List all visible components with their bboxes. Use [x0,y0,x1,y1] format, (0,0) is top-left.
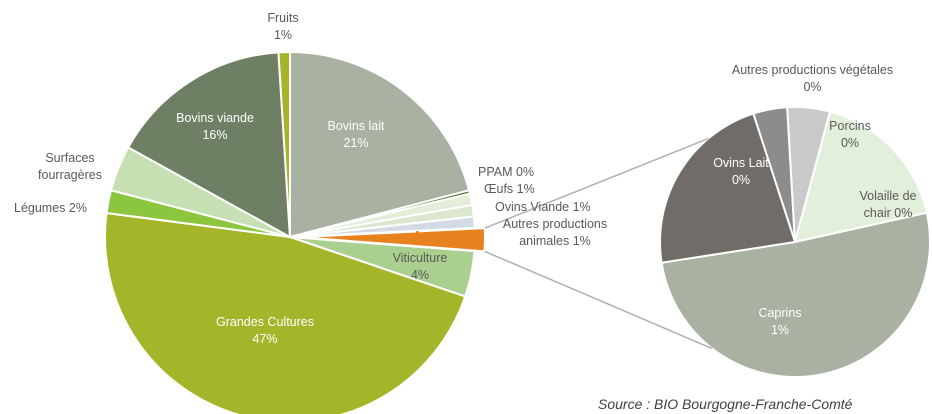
slice-label: Surfaces fourragères [20,150,120,184]
connector [484,137,709,229]
slice-name: Surfaces fourragères [38,151,102,182]
slice-value: 0% [803,80,822,94]
slice-label: Viticulture 4% [380,250,460,284]
pie-slice [299,227,486,253]
slice-label: Légumes 2% [0,200,87,217]
slice-label: Autre 2% [413,228,483,245]
slice-name: Viticulture [392,251,448,265]
slice-label: Grandes Cultures 47% [205,314,325,348]
slice-label: Ovins Viande 1% [495,199,625,216]
slice-value: 4% [410,268,430,282]
slice-value: 2% [68,201,87,215]
slice-label: Bovins viande 16% [165,110,265,144]
slice-name: Autre [413,229,446,243]
slice-value: 1% [770,323,790,337]
slice-value: 0% [731,173,751,187]
slice-label: Ovins Lait 0% [691,155,791,189]
slice-label: Autres productions animales 1% [490,216,620,250]
slice-name: Bovins lait [327,119,385,133]
slice-name: Autres productions végétales [731,63,894,77]
slice-name: Porcins [829,119,871,133]
slice-value: 1% [273,28,293,42]
slice-label: Fruits 1% [253,10,313,44]
slice-value: 1% [516,182,535,196]
slice-label: PPAM 0% [478,164,568,181]
pie-slice [660,211,931,378]
slice-name: Autres productions animales [502,217,608,248]
slice-label: Autres productions végétales 0% [700,62,925,96]
slice-name: Bovins viande [176,111,254,125]
slice-label: Volaille de chair 0% [848,188,928,222]
slice-name: Légumes [14,201,66,215]
pie-slice [289,50,471,239]
pie-slice [126,51,292,239]
slice-value: 47% [252,332,278,346]
slice-value: 0% [894,206,913,220]
slice-name: Grandes Cultures [216,315,314,329]
slice-label: Bovins lait 21% [306,118,406,152]
slice-name: Fruits [267,11,299,25]
slice-name: Caprins [758,306,802,320]
slice-value: 0% [840,136,860,150]
slice-value: 0% [515,165,535,179]
pie-slice [793,110,928,244]
slice-name: Ovins Lait [713,156,769,170]
slice-value: 21% [343,136,369,150]
slice-label: Porcins 0% [820,118,880,152]
slice-name: Volaille de chair [859,189,917,220]
slice-value: 16% [202,128,228,142]
pie-slice [277,50,291,238]
slice-name: Œufs [484,182,514,196]
pie-slice [659,112,797,264]
slice-value: 1% [572,234,591,248]
slice-value: 2% [449,229,468,243]
connector [484,250,713,350]
slice-label: Œufs 1% [484,181,574,198]
slice-value: 1% [572,200,591,214]
source: Source : BIO Bourgogne-Franche-Comté [598,396,853,412]
slice-name: PPAM [478,165,513,179]
slice-name: Ovins Viande [495,200,570,214]
pie-slice [104,211,467,414]
slice-label: Caprins 1% [730,305,830,339]
